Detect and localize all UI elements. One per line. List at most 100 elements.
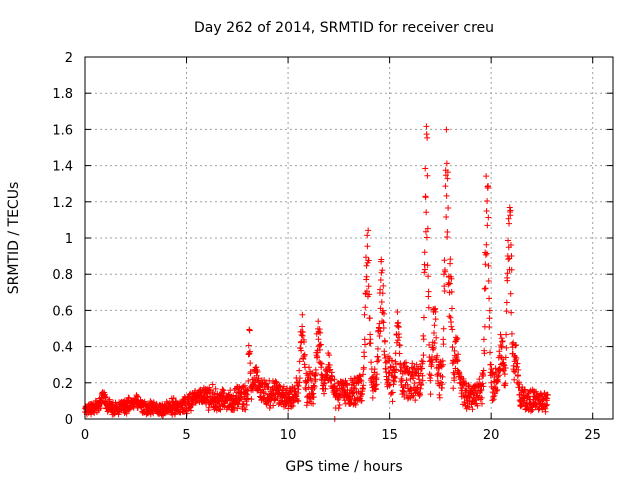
data-point [111,410,118,417]
data-point [247,368,254,375]
data-point [507,290,514,297]
data-point [422,165,429,172]
data-point [316,346,323,353]
data-point [280,383,287,390]
y-tick-label: 0.8 [52,268,73,283]
data-point [97,405,104,412]
data-point [476,376,483,383]
data-point [544,391,551,398]
data-point [363,273,370,280]
data-point [404,365,411,372]
data-point [376,320,383,327]
data-point [486,315,493,322]
data-point [483,173,490,180]
data-point [505,256,512,263]
data-point [430,345,437,352]
data-point [506,220,513,227]
data-point [239,401,246,408]
data-point [305,384,312,391]
data-point [362,254,369,261]
data-point [454,358,461,365]
data-point [507,241,514,248]
data-point [358,397,365,404]
data-point [420,314,427,321]
data-point [390,381,397,388]
data-point [262,390,269,397]
data-point [351,400,358,407]
data-point [301,338,308,345]
data-point [442,172,449,179]
data-point [295,398,302,405]
chart-title: Day 262 of 2014, SRMTID for receiver cre… [194,20,494,36]
data-point [312,376,319,383]
data-point [499,337,506,344]
data-point [513,354,520,361]
data-point [418,382,425,389]
data-point [486,295,493,302]
data-point [465,382,472,389]
data-point [440,341,447,348]
data-point [289,402,296,409]
data-point [469,406,476,413]
data-point [377,286,384,293]
data-point [246,348,253,355]
data-point [321,390,328,397]
y-tick-label: 0.4 [52,341,73,356]
data-point [336,402,343,409]
data-point [421,269,428,276]
data-point [350,379,357,386]
y-tick-label: 1.4 [52,160,73,175]
data-point [260,388,267,395]
data-point [502,354,509,361]
data-point [373,371,380,378]
data-point [505,237,512,244]
data-point [454,357,461,364]
x-tick-label: 20 [483,428,500,443]
data-point [448,275,455,282]
data-point [420,352,427,359]
data-point [256,393,263,400]
y-tick-label: 1.2 [52,196,73,211]
data-point [381,351,388,358]
data-point [512,342,519,349]
data-point [349,390,356,397]
data-point [296,375,303,382]
data-point [301,351,308,358]
data-point [507,207,514,214]
data-point [479,380,486,387]
data-point [455,351,462,358]
data-point [352,385,359,392]
data-point [417,391,424,398]
data-point [396,350,403,357]
data-point [424,172,431,179]
data-point [533,388,540,395]
data-point [305,364,312,371]
data-point [502,365,509,372]
data-points [82,123,551,422]
data-point [439,381,446,388]
data-point [364,232,371,239]
data-point [480,336,487,343]
data-point [443,160,450,167]
data-point [486,324,493,331]
data-point [317,341,324,348]
y-tick-label: 0.2 [52,377,73,392]
data-point [494,386,501,393]
data-point [391,369,398,376]
data-point [411,380,418,387]
data-point [412,397,419,404]
data-point [420,336,427,343]
data-point [425,304,432,311]
data-point [380,307,387,314]
data-point [423,234,430,241]
data-point [450,369,457,376]
data-point [265,383,272,390]
data-point [453,336,460,343]
data-point [485,277,492,284]
data-point [212,385,219,392]
data-point [503,344,510,351]
data-point [440,325,447,332]
data-point [389,398,396,405]
data-point [341,388,348,395]
data-point [231,406,238,413]
